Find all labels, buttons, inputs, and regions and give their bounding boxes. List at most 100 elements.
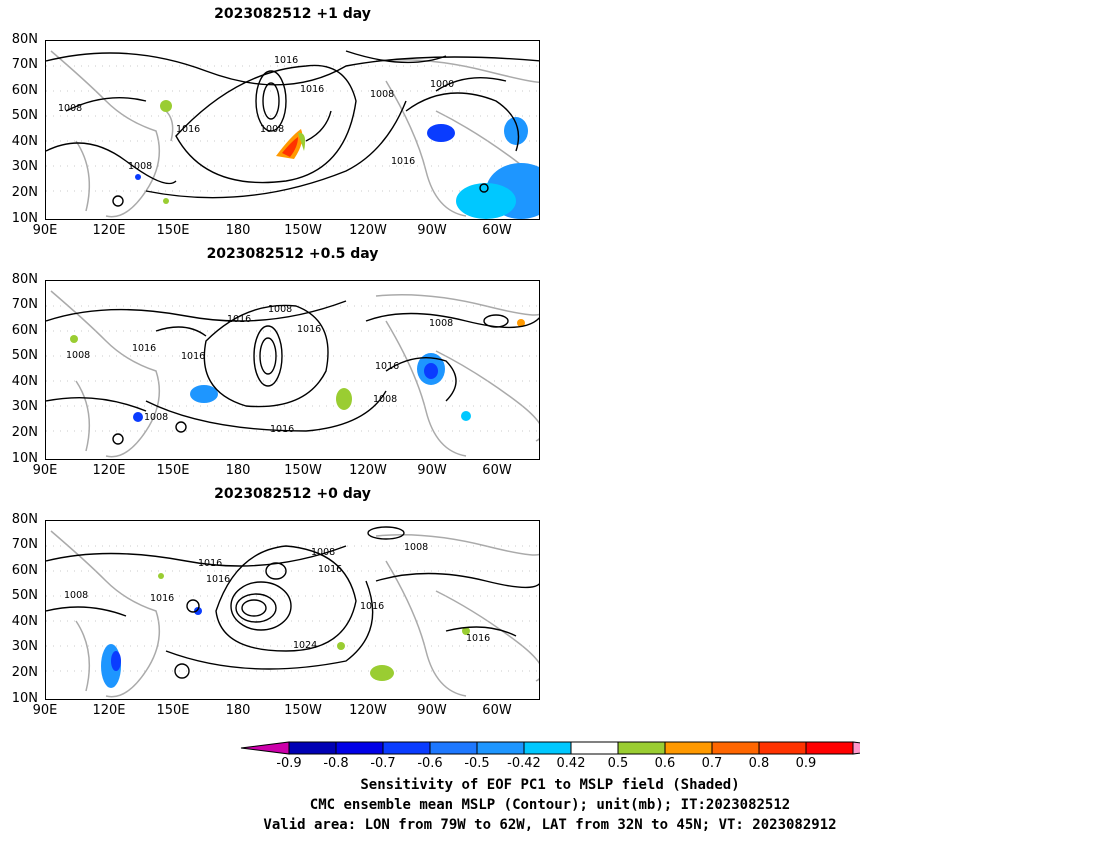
lat-label: 30N	[11, 639, 38, 654]
lon-label: 150W	[284, 703, 322, 718]
contour-label: 1008	[66, 350, 90, 361]
contour-label: 1016	[198, 558, 222, 569]
lon-label: 90W	[417, 223, 447, 238]
colorbar-tick: 0.8	[748, 756, 770, 771]
contour-label: 1008	[58, 103, 82, 114]
lat-label: 10N	[11, 691, 38, 706]
contour-label: 1008	[373, 394, 397, 405]
map-panel-3: 1008 1016 1008 1016 1016 1008 1016 1016 …	[45, 520, 540, 700]
contour-label: 1016	[270, 424, 294, 435]
colorbar-segment	[476, 741, 525, 755]
lat-label: 50N	[11, 588, 38, 603]
colorbar-tick: -0.42	[507, 756, 541, 771]
caption-line-3: Valid area: LON from 79W to 62W, LAT fro…	[263, 817, 837, 833]
lat-label: 40N	[11, 614, 38, 629]
colorbar-segment	[429, 741, 478, 755]
lon-label: 120E	[92, 223, 126, 238]
contour-label: 1008	[429, 318, 453, 329]
mslp-contours	[46, 526, 539, 679]
contour-label: 1016	[375, 361, 399, 372]
colorbar	[240, 741, 860, 755]
contour-label: 1000	[430, 79, 454, 90]
gridlines	[46, 545, 539, 672]
colorbar-segment	[335, 741, 384, 755]
lat-label: 70N	[11, 537, 38, 552]
contour-label: 1008	[404, 542, 428, 553]
lat-label: 50N	[11, 108, 38, 123]
mslp-contours	[46, 50, 539, 207]
sensitivity-shading	[135, 100, 539, 219]
colorbar-segment	[382, 741, 431, 755]
contour-label: 1008	[268, 304, 292, 315]
coastlines	[50, 290, 539, 458]
lon-label: 60W	[482, 703, 512, 718]
contour-label: 1008	[260, 124, 284, 135]
contour-labels: 1016 1016 1000 1008 1008 1008 1016 1008 …	[58, 55, 454, 172]
contour-label: 1016	[150, 593, 174, 604]
lon-label: 90E	[32, 463, 58, 478]
colorbar-tick: -0.6	[417, 756, 443, 771]
panel-3-title: 2023082512 +0 day	[214, 486, 371, 502]
contour-label: 1016	[466, 633, 490, 644]
colorbar-segment	[664, 741, 713, 755]
coastlines	[50, 530, 539, 698]
colorbar-tick: 0.42	[556, 756, 586, 771]
sensitivity-shading	[101, 573, 470, 688]
lon-label: 60W	[482, 223, 512, 238]
lat-label: 40N	[11, 374, 38, 389]
lon-label: 150E	[156, 463, 190, 478]
contour-label: 1016	[181, 351, 205, 362]
lat-label: 80N	[11, 512, 38, 527]
lon-label: 180	[225, 223, 251, 238]
lat-label: 40N	[11, 134, 38, 149]
lat-label: 60N	[11, 563, 38, 578]
contour-label: 1008	[64, 590, 88, 601]
colorbar-segment	[852, 741, 860, 755]
lat-label: 20N	[11, 665, 38, 680]
contour-label: 1016	[206, 574, 230, 585]
lon-label: 60W	[482, 463, 512, 478]
lat-label: 30N	[11, 399, 38, 414]
contour-label: 1016	[176, 124, 200, 135]
contour-label: 1008	[311, 547, 335, 558]
lon-label: 180	[225, 463, 251, 478]
contour-label: 1008	[370, 89, 394, 100]
map-panel-2: 1008 1016 1016 1008 1008 1016 1016 1016 …	[45, 280, 540, 460]
colorbar-tick: 0.9	[795, 756, 817, 771]
contour-label: 1024	[293, 640, 317, 651]
colorbar-tick: -0.8	[323, 756, 349, 771]
lon-label: 90E	[32, 223, 58, 238]
sensitivity-shading	[70, 319, 525, 422]
lat-label: 20N	[11, 185, 38, 200]
contour-label: 1016	[300, 84, 324, 95]
colorbar-tick: -0.7	[370, 756, 396, 771]
contour-label: 1016	[274, 55, 298, 66]
lon-label: 90E	[32, 703, 58, 718]
lat-label: 60N	[11, 323, 38, 338]
colorbar-segment	[805, 741, 854, 755]
lon-label: 120E	[92, 703, 126, 718]
lat-label: 50N	[11, 348, 38, 363]
lon-label: 150E	[156, 703, 190, 718]
contour-label: 1016	[297, 324, 321, 335]
lat-label: 70N	[11, 297, 38, 312]
contour-label: 1016	[318, 564, 342, 575]
colorbar-segment	[758, 741, 807, 755]
colorbar-tick: 0.7	[701, 756, 723, 771]
contour-label: 1016	[360, 601, 384, 612]
lat-label: 10N	[11, 211, 38, 226]
colorbar-segment	[240, 741, 290, 755]
panel-2-title: 2023082512 +0.5 day	[206, 246, 379, 262]
colorbar-tick: 0.5	[607, 756, 629, 771]
lat-label: 10N	[11, 451, 38, 466]
lon-label: 90W	[417, 463, 447, 478]
lat-label: 80N	[11, 32, 38, 47]
lon-label: 120W	[349, 463, 387, 478]
lat-label: 20N	[11, 425, 38, 440]
contour-labels: 1008 1016 1016 1008 1008 1016 1016 1016 …	[66, 304, 453, 435]
colorbar-segment	[617, 741, 666, 755]
contour-label: 1016	[391, 156, 415, 167]
lon-label: 150W	[284, 223, 322, 238]
colorbar-segment	[288, 741, 337, 755]
colorbar-segment	[523, 741, 572, 755]
